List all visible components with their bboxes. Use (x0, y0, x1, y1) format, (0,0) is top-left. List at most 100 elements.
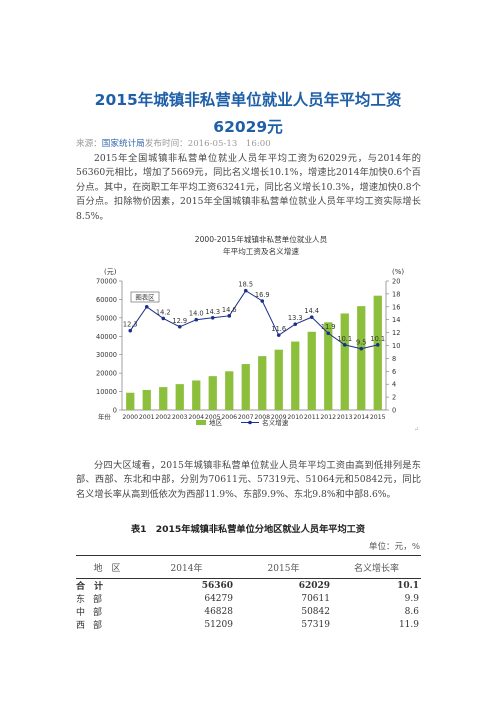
right-tick-label: 2 (392, 394, 396, 402)
chart-title-line-2: 年平均工资及名义增速 (223, 246, 299, 256)
left-tick-label: 20000 (96, 370, 117, 378)
x-tick-label: 2005 (205, 414, 221, 421)
growth-point-label: 10.1 (370, 335, 385, 343)
growth-point-label: 11.9 (321, 323, 336, 331)
right-tick-label: 8 (392, 355, 396, 363)
callout-label: 图表区 (135, 293, 155, 302)
row-2014: 46828 (204, 606, 233, 617)
header-2015: 2015年 (235, 555, 332, 579)
bar (126, 392, 135, 410)
bar (175, 384, 184, 410)
row-rate: 9.9 (404, 593, 419, 604)
bar (274, 349, 283, 410)
growth-point (375, 343, 380, 347)
growth-point-label: 14.0 (189, 310, 204, 318)
bar (142, 389, 151, 410)
growth-point-label: 14.6 (222, 306, 237, 314)
growth-point-label: 9.5 (356, 339, 367, 347)
x-tick-label: 2002 (155, 414, 171, 421)
x-tick-label: 2007 (238, 414, 254, 421)
growth-point (326, 331, 331, 336)
growth-point-label: 13.3 (288, 314, 303, 322)
row-2015: 62029 (298, 580, 330, 591)
x-tick-label: 2003 (172, 414, 188, 421)
right-tick-label: 4 (392, 381, 396, 389)
left-tick-label: 40000 (96, 333, 117, 341)
source-link[interactable]: 国家统计局 (101, 139, 145, 149)
growth-point (276, 333, 281, 337)
growth-point (210, 315, 215, 320)
growth-point-label: 10.1 (337, 335, 352, 343)
table-title: 表1 2015年城镇非私营单位分地区就业人员年平均工资 (130, 524, 366, 535)
right-tick-label: 14 (392, 316, 400, 324)
bar (159, 387, 168, 410)
bar (291, 341, 300, 410)
growth-point (161, 316, 166, 321)
row-2015: 70611 (301, 593, 330, 604)
growth-point-label: 12.9 (172, 317, 187, 325)
table-unit: 单位：元，% (368, 542, 420, 552)
growth-point (342, 343, 347, 347)
paragraph-1: 2015年全国城镇非私营单位就业人员年平均工资为62029元，与2014年的56… (76, 152, 421, 224)
row-2015: 50842 (301, 606, 330, 617)
row-2014: 64279 (204, 593, 233, 604)
x-tick-label: 2015 (370, 414, 386, 421)
left-tick-label: 50000 (96, 314, 117, 322)
right-axis-unit: (%) (392, 268, 404, 276)
legend-bar-label: 地区 (209, 418, 223, 427)
growth-point (128, 328, 133, 333)
growth-point-label: 14.4 (304, 307, 319, 315)
right-tick-label: 6 (392, 368, 396, 376)
x-tick-label: 2013 (337, 414, 353, 421)
growth-point (260, 299, 265, 303)
header-region: 地 区 (76, 555, 138, 579)
chart-title-line-1: 2000-2015年城镇非私营单位就业人员 (195, 234, 328, 244)
article-meta: 来源：国家统计局发布时间：2016-05-13 16:00 (76, 137, 271, 149)
growth-point (359, 346, 364, 351)
right-tick-label: 0 (392, 407, 396, 415)
bar (258, 356, 267, 410)
bar (225, 371, 234, 410)
publish-time: 发布时间：2016-05-13 16:00 (144, 139, 271, 149)
growth-point (309, 315, 314, 319)
x-axis-label: 年份 (98, 412, 111, 421)
paragraph-2: 分四大区域看，2015年城镇非私营单位就业人员年平均工资由高到低排列是东部、西部… (76, 459, 421, 502)
header-rate: 名义增长率 (332, 555, 421, 579)
row-rate: 10.1 (397, 580, 419, 591)
x-tick-label: 2009 (271, 414, 287, 421)
bar (357, 306, 366, 410)
paragraph-mark: ↵ (414, 426, 420, 433)
growth-point (194, 317, 199, 322)
legend-line-label: 名义增速 (262, 418, 289, 427)
row-name: 东部 (76, 595, 111, 605)
table-header-row: 地 区 2014年 2015年 名义增长率 (76, 555, 421, 579)
legend-bar-swatch (196, 420, 206, 425)
growth-point-label: 14.3 (205, 308, 220, 316)
row-rate: 11.9 (398, 619, 419, 630)
left-tick-label: 0 (113, 407, 117, 415)
x-tick-label: 2010 (287, 414, 303, 421)
x-tick-label: 2012 (320, 414, 336, 421)
paragraph-1-text: 2015年全国城镇非私营单位就业人员年平均工资为62029元，与2014年的56… (76, 153, 421, 222)
row-name: 中部 (76, 608, 111, 618)
row-rate: 8.6 (404, 606, 419, 617)
wage-table: 地 区 2014年 2015年 名义增长率 合 计 56360 62029 10… (76, 555, 421, 631)
growth-point-label: 18.5 (238, 281, 253, 289)
bar (208, 376, 217, 410)
right-tick-label: 20 (392, 278, 400, 286)
table-row: 中部 46828 50842 8.6 (76, 605, 421, 619)
bar (340, 313, 349, 410)
left-axis-unit: (元) (104, 268, 117, 276)
growth-line (129, 289, 378, 350)
x-tick-label: 2000 (122, 414, 138, 421)
bar (241, 364, 250, 410)
right-tick-label: 18 (392, 290, 400, 298)
callout-box (130, 291, 160, 303)
left-tick-label: 10000 (96, 388, 117, 396)
row-name: 西部 (76, 621, 111, 631)
x-tick-label: 2011 (304, 414, 320, 421)
paragraph-2-text: 分四大区域看，2015年城镇非私营单位就业人员年平均工资由高到低排列是东部、西部… (76, 460, 421, 500)
page-title: 2015年城镇非私营单位就业人员年平均工资 (94, 91, 402, 109)
growth-point-label: 11.6 (271, 325, 286, 333)
